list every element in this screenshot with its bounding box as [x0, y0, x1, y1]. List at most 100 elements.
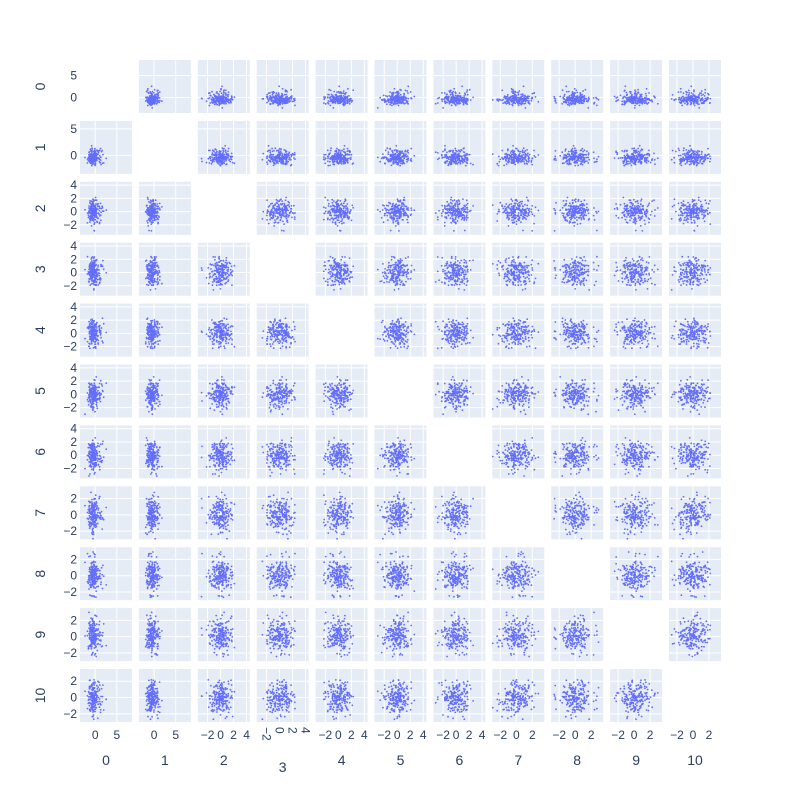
scatter-point	[568, 101, 570, 103]
scatter-point	[574, 95, 576, 97]
scatter-point	[230, 100, 232, 102]
scatter-point	[332, 107, 334, 109]
scatter-point	[469, 154, 471, 156]
scatter-point	[281, 157, 283, 159]
panel-0-8	[551, 60, 603, 113]
scatter-point	[291, 154, 293, 156]
scatter-point	[344, 145, 346, 147]
scatter-point	[274, 219, 276, 221]
scatter-point	[343, 90, 345, 92]
scatter-point	[525, 150, 527, 152]
scatter-point	[283, 149, 285, 151]
scatter-point	[623, 90, 625, 92]
scatter-point	[573, 145, 575, 147]
scatter-point	[270, 161, 272, 163]
scatter-point	[510, 100, 512, 102]
scatter-point	[586, 150, 588, 152]
scatter-point	[584, 95, 586, 97]
scatter-point	[221, 85, 223, 87]
scatter-point	[157, 210, 159, 212]
scatter-point	[654, 163, 656, 165]
scatter-point	[689, 164, 691, 166]
scatter-point	[634, 107, 636, 109]
scatter-point	[332, 159, 334, 161]
scatter-point	[399, 165, 401, 167]
scatter-point	[94, 212, 96, 214]
scatter-point	[221, 163, 223, 165]
scatter-point	[152, 200, 154, 202]
scatter-point	[272, 103, 274, 105]
scatter-point	[99, 159, 101, 161]
scatter-point	[393, 149, 395, 151]
scatter-point	[105, 158, 107, 160]
scatter-point	[339, 160, 341, 162]
scatter-point	[93, 223, 95, 225]
scatter-point	[565, 148, 567, 150]
scatter-point	[332, 202, 334, 204]
scatter-point	[327, 160, 329, 162]
scatter-point	[151, 206, 153, 208]
scatter-point	[446, 94, 448, 96]
panel-1-9	[610, 121, 662, 174]
scatter-point	[501, 99, 503, 101]
scatter-point	[327, 102, 329, 104]
scatter-point	[465, 103, 467, 105]
scatter-point	[403, 157, 405, 159]
scatter-point	[633, 149, 635, 151]
scatter-point	[579, 155, 581, 157]
scatter-point	[206, 100, 208, 102]
scatter-point	[565, 161, 567, 163]
scatter-point	[220, 99, 222, 101]
scatter-point	[341, 213, 343, 215]
scatter-point	[693, 89, 695, 91]
scatter-point	[521, 104, 523, 106]
scatter-point	[647, 157, 649, 159]
scatter-point	[574, 157, 576, 159]
scatter-point	[394, 157, 396, 159]
scatter-point	[587, 107, 589, 109]
scatter-point	[345, 214, 347, 216]
scatter-point	[272, 206, 274, 208]
scatter-point	[231, 95, 233, 97]
scatter-point	[262, 218, 264, 220]
scatter-point	[99, 150, 101, 152]
scatter-point	[275, 221, 277, 223]
scatter-point	[413, 155, 415, 157]
scatter-point	[708, 153, 710, 155]
scatter-point	[343, 222, 345, 224]
scatter-point	[403, 95, 405, 97]
scatter-point	[526, 149, 528, 151]
scatter-point	[386, 158, 388, 160]
scatter-point	[335, 223, 337, 225]
scatter-point	[554, 158, 556, 160]
scatter-point	[404, 154, 406, 156]
scatter-point	[93, 206, 95, 208]
scatter-point	[686, 100, 688, 102]
scatter-point	[288, 159, 290, 161]
scatter-point	[648, 160, 650, 162]
scatter-point	[281, 155, 283, 157]
scatter-point	[456, 150, 458, 152]
scatter-point	[683, 92, 685, 94]
scatter-point	[510, 155, 512, 157]
scatter-point	[518, 94, 520, 96]
scatter-point	[293, 100, 295, 102]
scatter-point	[504, 95, 506, 97]
scatter-point	[403, 156, 405, 158]
scatter-point	[642, 100, 644, 102]
scatter-point	[344, 99, 346, 101]
scatter-point	[504, 102, 506, 104]
scatter-point	[512, 145, 514, 147]
scatter-point	[507, 94, 509, 96]
scatter-point	[522, 157, 524, 159]
scatter-point	[442, 151, 444, 153]
scatter-point	[330, 206, 332, 208]
scatter-point	[341, 220, 343, 222]
scatter-point	[501, 90, 503, 92]
scatter-point	[324, 212, 326, 214]
scatter-point	[526, 100, 528, 102]
scatter-point	[268, 145, 270, 147]
scatter-point	[382, 153, 384, 155]
scatter-point	[273, 208, 275, 210]
scatter-point	[575, 90, 577, 92]
